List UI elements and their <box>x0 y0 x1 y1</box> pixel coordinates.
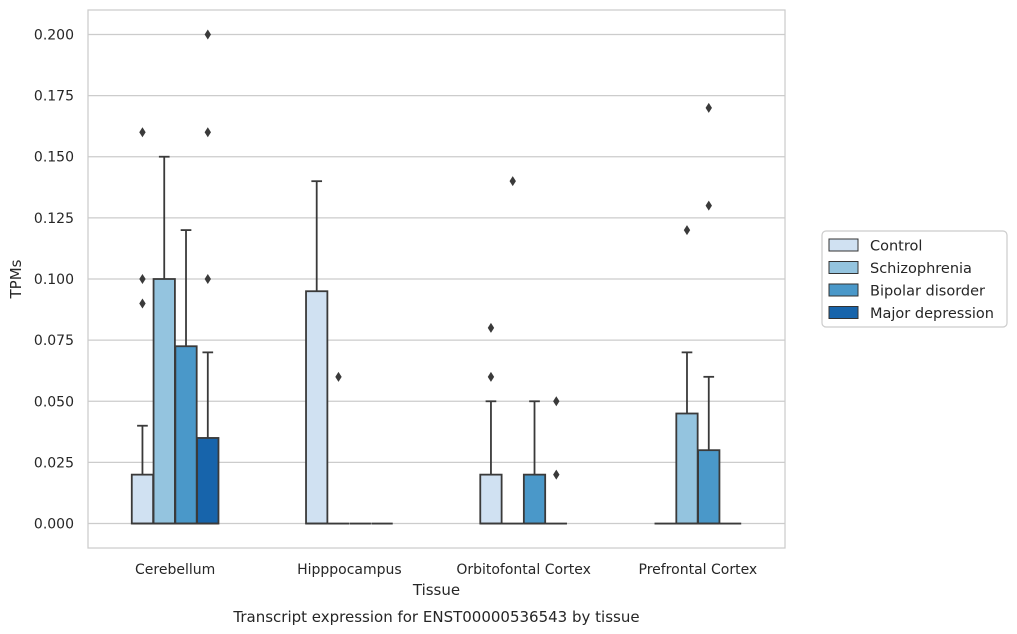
plot-frame <box>87 9 786 549</box>
box <box>675 412 699 525</box>
box <box>479 473 503 525</box>
outlier-point <box>705 200 712 211</box>
box-major-depression <box>196 29 220 525</box>
y-tick-label: 0.125 <box>34 211 74 227</box>
y-tick-labels: 0.000 0.025 0.050 0.075 0.100 0.125 0.150 0.175… <box>34 27 74 532</box>
legend-label: Bipolar disorder <box>870 284 985 300</box>
y-tick-label: 0.025 <box>34 455 74 471</box>
outlier-point <box>139 274 146 284</box>
x-tick-label: Prefrontal Cortex <box>639 562 758 578</box>
outlier-point <box>204 29 211 40</box>
outlier-point <box>487 322 495 333</box>
y-tick-label: 0.200 <box>34 27 74 43</box>
box-control <box>305 180 329 525</box>
x-tick-label: Cerebellum <box>135 562 215 578</box>
legend-swatch <box>828 283 859 297</box>
box-bipolar-disorder <box>697 102 721 525</box>
x-tick-label: Orbitofontal Cortex <box>456 562 591 578</box>
x-tick-label: Hipppocampus <box>297 562 402 578</box>
outlier-point <box>204 274 211 284</box>
y-tick-label: 0.075 <box>34 333 74 349</box>
legend-swatch <box>828 306 859 319</box>
box-schizophrenia <box>152 155 176 525</box>
x-tick-labels: Cerebellum Hipppocampus Orbitofontal Corte… <box>135 562 757 578</box>
x-axis-label: Tissue <box>412 581 460 599</box>
box-control <box>130 127 155 525</box>
box-bipolar-disorder <box>522 400 547 525</box>
legend-label: Schizophrenia <box>870 261 972 277</box>
box-schizophrenia <box>675 225 699 525</box>
box <box>697 449 721 525</box>
legend-label: Major depression <box>870 306 994 322</box>
box <box>174 345 198 525</box>
y-tick-label: 0.175 <box>34 89 74 105</box>
box-control <box>479 322 503 525</box>
y-tick-label: 0.050 <box>34 394 74 410</box>
outlier-point <box>683 225 691 236</box>
legend: Control Schizophrenia Bipolar disorder Majo… <box>821 230 1008 328</box>
outlier-point <box>204 127 211 138</box>
outlier-point <box>509 176 516 187</box>
legend-swatch <box>828 261 859 274</box>
outlier-point <box>139 127 146 138</box>
box-major-depression <box>545 396 567 525</box>
box <box>522 473 547 525</box>
outlier-point <box>553 396 560 407</box>
legend-label: Control <box>870 239 922 255</box>
outlier-point <box>487 371 495 382</box>
box-groups <box>130 29 742 525</box>
y-tick-label: 0.100 <box>34 272 74 288</box>
box-bipolar-disorder <box>174 229 198 525</box>
legend-frame <box>821 230 1008 328</box>
box <box>305 290 329 525</box>
box <box>152 278 176 525</box>
outlier-point <box>553 469 560 480</box>
legend-swatch <box>828 238 859 252</box>
outlier-point <box>705 102 712 113</box>
box-schizophrenia <box>327 371 350 525</box>
box <box>196 437 220 525</box>
y-tick-label: 0.150 <box>34 150 74 166</box>
y-axis-label: TPMs <box>7 259 25 299</box>
outlier-point <box>139 298 146 309</box>
box-schizophrenia <box>502 176 524 525</box>
y-tick-label: 0.000 <box>34 517 74 533</box>
chart-caption: Transcript expression for ENST0000053654… <box>232 608 639 626</box>
box <box>130 473 155 525</box>
outlier-point <box>335 371 342 382</box>
